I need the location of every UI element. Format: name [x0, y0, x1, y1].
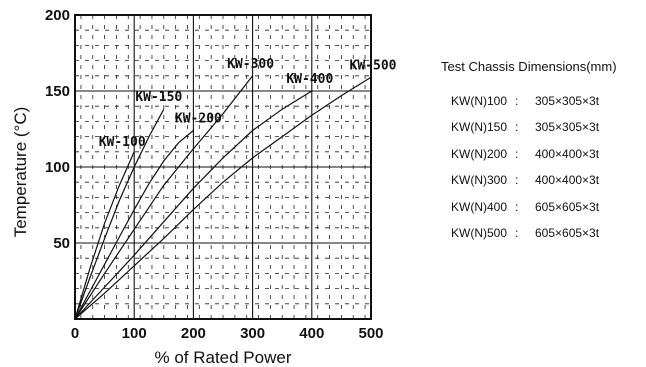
dimension-row: KW(N)500: 605×605×3t	[451, 226, 599, 252]
model-label: KW(N)500	[451, 225, 508, 240]
series-labels: KW-100 KW-150 KW-200 KW-300 KW-400 KW-500	[99, 57, 397, 150]
x-tick-label: 0	[71, 325, 79, 342]
dimension-value: 605×605×3t	[535, 225, 600, 240]
series-label-kw-500: KW-500	[350, 58, 397, 73]
plot-frame	[74, 14, 372, 320]
major-grid	[75, 15, 371, 319]
x-tick-label: 300	[240, 325, 265, 342]
separator: :	[515, 94, 519, 108]
series-label-kw-300: KW-300	[227, 57, 274, 72]
dimension-value: 400×400×3t	[535, 173, 600, 188]
series-label-kw-400: KW-400	[286, 72, 333, 87]
separator: :	[515, 225, 519, 240]
separator: :	[515, 146, 519, 161]
y-tick-labels: 50 100 150 200	[45, 7, 70, 252]
series-label-kw-150: KW-150	[135, 90, 182, 105]
y-tick-label: 150	[45, 83, 70, 100]
series-label-kw-200: KW-200	[175, 112, 222, 127]
x-tick-labels: 0 100 200 300 400 500	[71, 325, 384, 342]
x-axis-title: % of Rated Power	[154, 348, 291, 367]
separator: :	[515, 199, 519, 214]
dimension-value: 305×305×3t	[535, 94, 600, 108]
y-axis-title: Temperature (°C)	[11, 107, 30, 238]
series-line-kw-100	[74, 151, 135, 320]
dimension-value: 605×605×3t	[535, 199, 600, 214]
chassis-dimensions-title: Test Chassis Dimensions(mm)	[441, 59, 617, 74]
series-line-kw-400	[74, 90, 313, 320]
x-tick-label: 500	[358, 325, 383, 342]
x-tick-label: 200	[181, 325, 206, 342]
model-label: KW(N)300	[451, 173, 508, 188]
separator: :	[515, 120, 519, 135]
y-tick-label: 50	[53, 235, 70, 252]
chassis-dimensions-table: KW(N)100:305×305×3t KW(N)150:305×305×3t …	[451, 94, 599, 252]
dimension-value: 305×305×3t	[535, 120, 600, 135]
dimension-row: KW(N)400: 605×605×3t	[451, 200, 599, 226]
series-line-kw-150	[74, 108, 165, 320]
x-tick-label: 100	[122, 325, 147, 342]
dimension-value: 400×400×3t	[535, 146, 600, 161]
dimension-row: KW(N)200: 400×400×3t	[451, 147, 599, 173]
series-label-kw-100: KW-100	[99, 135, 146, 150]
model-label: KW(N)200	[451, 146, 508, 161]
y-tick-label: 100	[45, 159, 70, 176]
series-line-kw-500	[74, 76, 372, 320]
dimension-row: KW(N)100: 305×305×3t	[451, 94, 599, 120]
x-tick-label: 400	[299, 325, 324, 342]
dimension-row: KW(N)300: 400×400×3t	[451, 173, 599, 199]
series-line-kw-300	[74, 75, 254, 320]
series-lines	[74, 75, 372, 320]
model-label: KW(N)150	[451, 120, 508, 135]
separator: :	[515, 173, 519, 188]
dimension-row: KW(N)150: 305×305×3t	[451, 120, 599, 146]
y-tick-label: 200	[45, 7, 70, 24]
model-label: KW(N)100	[451, 94, 508, 108]
series-line-kw-200	[74, 130, 194, 320]
model-label: KW(N)400	[451, 199, 508, 214]
